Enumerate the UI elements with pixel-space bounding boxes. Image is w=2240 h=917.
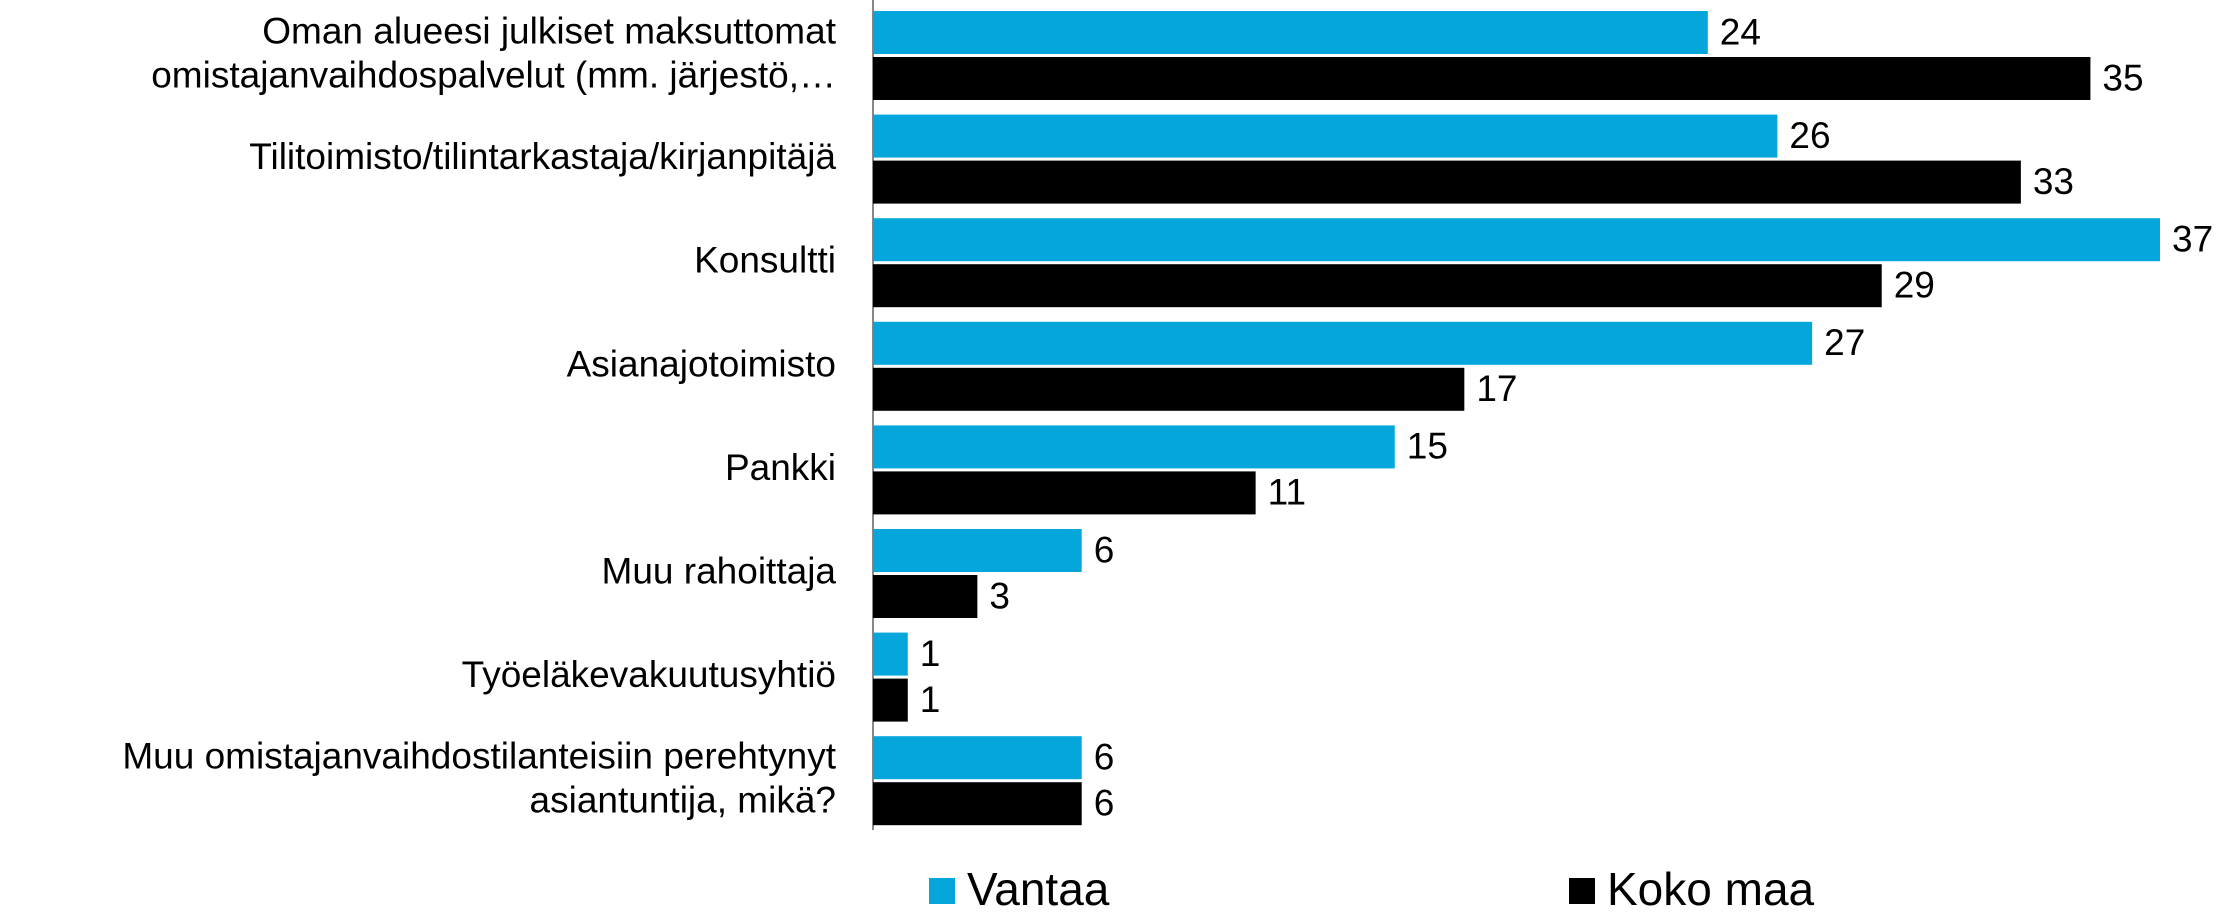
value-label: 26 [1789,115,1830,156]
category-label: Tilitoimisto/tilintarkastaja/kirjanpitäj… [249,136,836,177]
value-label: 6 [1094,529,1115,570]
legend-label: Vantaa [967,863,1110,915]
value-label: 1 [920,633,941,674]
bar [873,632,908,676]
value-label: 17 [1476,368,1517,409]
value-label: 24 [1720,11,1761,52]
category-label: Asianajotoimisto [567,343,836,384]
category-label: Oman alueesi julkiset maksuttomat omistaj… [151,10,836,95]
value-label: 3 [989,575,1010,616]
value-label: 6 [1094,736,1115,777]
bar [873,736,1082,780]
bar [873,425,1395,469]
legend-swatch [929,878,955,904]
bar [873,160,2021,204]
bar [873,57,2091,100]
value-label: 29 [1894,264,1935,305]
bar [873,529,1082,572]
value-label: 11 [1268,472,1306,513]
legend-swatch [1569,878,1595,904]
bar [873,11,1708,54]
category-label: Pankki [725,447,836,488]
bar [873,114,1778,158]
category-label: Muu rahoittaja [602,550,837,591]
bar [873,218,2160,262]
value-label: 1 [920,679,941,720]
value-label: 37 [2172,218,2213,259]
bar [873,264,1882,308]
bar [873,782,1082,826]
value-label: 15 [1407,426,1448,467]
bar [873,575,978,618]
bar [873,321,1813,365]
bar [873,678,908,722]
legend-label: Koko maa [1607,863,1815,915]
value-label: 33 [2033,161,2074,202]
category-label: Muu omistajanvaihdostilanteisiin perehty… [122,735,836,820]
value-label: 35 [2102,57,2143,98]
category-label: Konsultti [694,239,836,280]
value-label: 27 [1824,322,1865,363]
category-label: Työeläkevakuutusyhtiö [462,654,836,695]
bar [873,471,1256,515]
bar [873,367,1465,411]
value-label: 6 [1094,782,1115,823]
